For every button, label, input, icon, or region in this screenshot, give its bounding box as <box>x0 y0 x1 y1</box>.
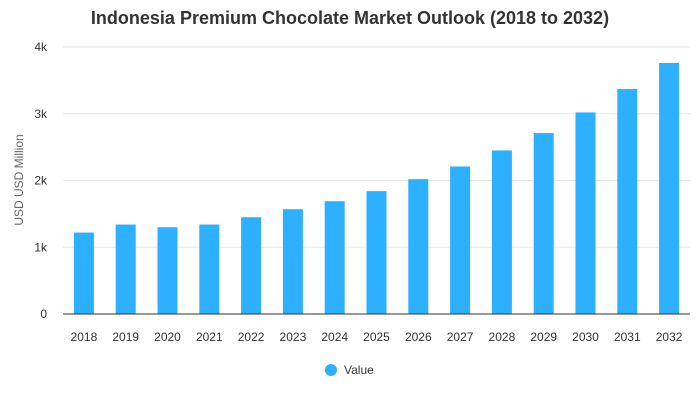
x-tick-label: 2018 <box>71 330 98 344</box>
x-tick-label: 2027 <box>447 330 474 344</box>
x-tick-label: 2030 <box>572 330 599 344</box>
y-tick-label: 1k <box>34 240 48 254</box>
y-axis-ticks: 0 1k 2k 3k 4k <box>34 40 48 321</box>
x-tick-label: 2032 <box>656 330 683 344</box>
x-tick-label: 2025 <box>363 330 390 344</box>
bar-2019[interactable] <box>115 224 136 314</box>
chart-title: Indonesia Premium Chocolate Market Outlo… <box>90 8 610 28</box>
bar-2030[interactable] <box>575 112 596 314</box>
x-tick-label: 2022 <box>238 330 265 344</box>
bar-2027[interactable] <box>450 166 471 314</box>
bar-2023[interactable] <box>282 209 303 314</box>
legend-label: Value <box>344 363 374 377</box>
x-tick-label: 2021 <box>196 330 223 344</box>
x-tick-label: 2031 <box>614 330 641 344</box>
bar-2018[interactable] <box>73 232 94 314</box>
bar-2031[interactable] <box>617 89 638 315</box>
y-tick-label: 4k <box>34 40 48 54</box>
legend-marker <box>325 364 337 376</box>
y-tick-label: 0 <box>40 307 47 321</box>
bar-2024[interactable] <box>324 201 345 314</box>
x-axis-ticks: 2018 2019 2020 2021 2022 2023 2024 2025 2026 2027… <box>71 330 683 344</box>
x-tick-label: 2019 <box>112 330 139 344</box>
bar-2028[interactable] <box>491 150 512 314</box>
x-tick-label: 2028 <box>489 330 516 344</box>
bars <box>73 63 680 315</box>
x-tick-label: 2020 <box>154 330 181 344</box>
bar-2032[interactable] <box>659 63 680 314</box>
x-tick-label: 2024 <box>321 330 348 344</box>
bar-2029[interactable] <box>533 133 554 314</box>
bar-2026[interactable] <box>408 179 429 314</box>
x-tick-label: 2026 <box>405 330 432 344</box>
bar-2025[interactable] <box>366 191 387 314</box>
x-tick-label: 2023 <box>280 330 307 344</box>
bar-2022[interactable] <box>241 217 262 314</box>
y-axis-label: USD USD Million <box>12 134 26 225</box>
legend[interactable]: Value <box>325 363 374 377</box>
y-tick-label: 2k <box>34 174 48 188</box>
bar-2021[interactable] <box>199 224 220 314</box>
y-tick-label: 3k <box>34 107 48 121</box>
bar-2020[interactable] <box>157 227 178 314</box>
x-tick-label: 2029 <box>530 330 557 344</box>
